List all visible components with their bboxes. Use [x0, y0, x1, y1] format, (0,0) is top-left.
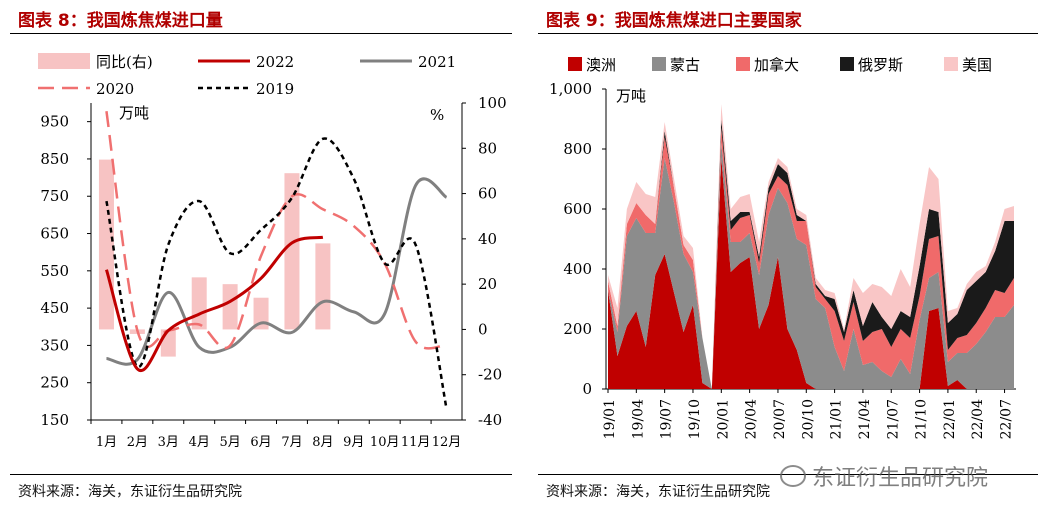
yoy-bar: [284, 173, 300, 330]
legend-label: 2021: [418, 53, 456, 71]
y-tick-label: 200: [563, 320, 592, 338]
legend-label: 俄罗斯: [858, 56, 903, 74]
x-tick-label: 11月: [401, 435, 431, 450]
x-tick-label: 4月: [189, 435, 210, 450]
area-加拿大: [608, 128, 1014, 389]
y-tick-label-right: 40: [478, 230, 497, 248]
y-tick-label-right: 20: [478, 275, 497, 293]
y-tick-label-right: 100: [478, 94, 507, 112]
legend-swatch: [652, 57, 666, 71]
area-美国: [608, 104, 1014, 389]
chart-title: 图表 8：我国炼焦煤进口量: [18, 11, 223, 31]
y-tick-label: 1,000: [549, 80, 592, 98]
y-tick-label-left: 250: [40, 374, 69, 392]
x-tick-label: 19/07: [659, 399, 675, 439]
x-tick-label: 22/01: [942, 399, 958, 439]
chart-title: 图表 9：我国炼焦煤进口主要国家: [546, 11, 802, 31]
x-tick-label: 6月: [250, 435, 271, 450]
yoy-bar: [98, 159, 114, 330]
x-tick-label: 12月: [432, 435, 462, 450]
y-tick-label: 600: [563, 200, 592, 218]
y-tick-label: 400: [563, 260, 592, 278]
series-line-2022: [105, 235, 324, 373]
wechat-icon: [780, 465, 806, 487]
legend-label: 美国: [962, 56, 992, 74]
y-tick-label-right: 60: [478, 185, 497, 203]
x-tick-label: 9月: [343, 435, 364, 450]
y-tick-label-left: 350: [40, 336, 69, 354]
legend-label: 2020: [96, 80, 134, 98]
y-tick-label-left: 450: [40, 299, 69, 317]
area-蒙古: [608, 143, 1014, 389]
panel-coking-coal-imports: 图表 8：我国炼焦煤进口量 150 250 350 450 550 650 750 850 95…: [0, 0, 520, 523]
title-rule: [538, 33, 1038, 34]
series-line-2021: [106, 177, 448, 366]
legend-swatch: [568, 57, 582, 71]
legend-swatch: [840, 57, 854, 71]
y-tick-label-right: 0: [478, 320, 488, 338]
y-tick-label-right: -40: [478, 411, 502, 429]
x-tick-label: 7月: [281, 435, 302, 450]
x-tick-label: 22/07: [999, 399, 1015, 439]
x-tick-label: 20/04: [744, 399, 760, 439]
y-axis-unit: 万吨: [616, 87, 646, 105]
legend-label: 同比(右): [96, 53, 153, 71]
source-note: 资料来源：海关，东证衍生品研究院: [546, 484, 770, 500]
y-tick-label-right: -20: [478, 366, 502, 384]
x-tick-label: 20/10: [800, 399, 816, 439]
y-tick-label-left: 150: [40, 411, 69, 429]
y-tick-label-left: 750: [40, 187, 69, 205]
y-tick-label: 0: [582, 380, 592, 398]
y-tick-label-left: 950: [40, 113, 69, 131]
area-澳洲: [608, 158, 1014, 389]
y-axis-unit-left: 万吨: [119, 104, 149, 122]
yoy-bar: [191, 277, 207, 330]
yoy-bar: [315, 243, 331, 330]
x-tick-label: 20/07: [772, 399, 788, 439]
y-tick-label-left: 550: [40, 262, 69, 280]
y-axis-unit-right: %: [430, 106, 444, 124]
legend-label: 2019: [256, 80, 294, 98]
yoy-bar: [160, 329, 176, 357]
legend-swatch-yoy: [38, 53, 90, 69]
yoy-bar: [222, 284, 238, 330]
x-tick-label: 19/04: [630, 399, 646, 439]
legend-swatch: [944, 57, 958, 71]
watermark: 东证衍生品研究院: [780, 460, 988, 492]
x-tick-label: 5月: [219, 435, 240, 450]
chart-imports-volume: 150 250 350 450 550 650 750 850 950 -40 -20 0 20 40 60…: [38, 53, 507, 450]
x-tick-label: 21/07: [885, 399, 901, 439]
x-tick-label: 21/04: [857, 399, 873, 439]
x-tick-label: 2月: [127, 435, 148, 450]
y-tick-label-left: 650: [40, 225, 69, 243]
panel-import-countries: 图表 9：我国炼焦煤进口主要国家 0 200 400 600 800 1,000 万吨 19/…: [528, 0, 1051, 523]
x-tick-label: 10月: [370, 435, 400, 450]
x-tick-label: 19/01: [602, 399, 618, 439]
x-tick-label: 20/01: [715, 399, 731, 439]
x-tick-label: 1月: [96, 435, 117, 450]
legend-swatch: [736, 57, 750, 71]
source-rule: [10, 474, 512, 475]
series-line-2019: [105, 137, 448, 410]
x-tick-label: 21/10: [914, 399, 930, 439]
chart-import-countries: 0 200 400 600 800 1,000 万吨 19/01 19/04 19/07 19/10…: [549, 56, 1016, 439]
y-tick-label-left: 850: [40, 150, 69, 168]
legend-label: 蒙古: [670, 56, 700, 74]
x-tick-label: 8月: [312, 435, 333, 450]
x-tick-label: 3月: [158, 435, 179, 450]
area-俄罗斯: [608, 119, 1014, 389]
legend-label: 加拿大: [754, 56, 799, 74]
x-tick-label: 21/01: [829, 399, 845, 439]
x-tick-label: 22/04: [970, 399, 986, 439]
y-tick-label: 800: [563, 140, 592, 158]
source-note: 资料来源：海关，东证衍生品研究院: [18, 484, 242, 500]
legend-label: 2022: [256, 53, 294, 71]
y-tick-label-right: 80: [478, 139, 497, 157]
watermark-text: 东证衍生品研究院: [812, 466, 989, 491]
legend-label: 澳洲: [586, 56, 616, 74]
x-tick-label: 19/10: [687, 399, 703, 439]
title-rule: [10, 33, 512, 34]
